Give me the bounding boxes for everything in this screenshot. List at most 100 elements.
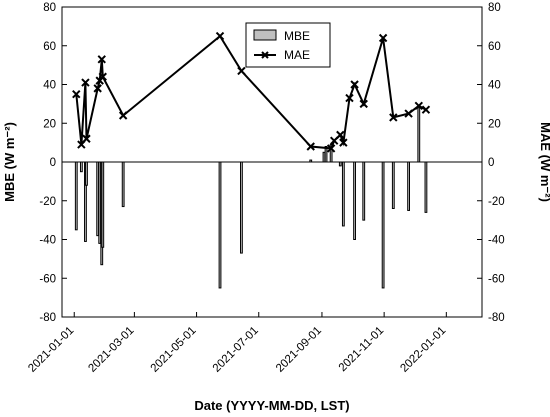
- mae-marker-stroke: [72, 89, 81, 99]
- x-tick-label: 2021-05-01: [149, 325, 199, 375]
- mae-marker-stroke: [326, 144, 336, 153]
- mae-marker-stroke: [118, 111, 128, 120]
- right-axis-title: MAE (W m⁻²): [538, 122, 550, 202]
- mae-marker-stroke: [237, 66, 246, 76]
- left-tick-label: -80: [39, 312, 56, 324]
- mae-marker: [339, 138, 348, 147]
- mae-marker-stroke: [329, 136, 339, 145]
- mae-marker-stroke: [81, 78, 90, 87]
- right-tick-label: 20: [488, 118, 501, 130]
- mbe-bar: [121, 161, 125, 208]
- mbe-bars: [74, 107, 428, 289]
- mae-line: [75, 34, 427, 150]
- right-tick-label: -40: [488, 235, 505, 247]
- mbe-bar: [341, 161, 345, 227]
- x-tick-label: 2021-01-01: [26, 325, 76, 375]
- mae-marker-stroke: [404, 109, 413, 118]
- mae-marker-stroke: [97, 55, 106, 64]
- mae-markers: [72, 31, 431, 153]
- mae-marker-stroke: [306, 142, 315, 151]
- x-tick-label: 2021-03-01: [86, 325, 136, 375]
- mbe-bar: [85, 161, 88, 186]
- mae-marker-stroke: [350, 80, 359, 89]
- right-tick-label: -60: [488, 273, 505, 285]
- mbe-bar: [381, 161, 385, 289]
- mae-marker: [215, 31, 225, 41]
- mae-marker: [98, 72, 107, 81]
- right-axis: -80 -60 -40 -20 0 20 40 60 80: [477, 2, 505, 324]
- left-tick-label: 80: [43, 2, 56, 14]
- left-axis-title: MBE (W m⁻²): [2, 122, 17, 202]
- mae-marker-stroke: [414, 101, 424, 111]
- mae-marker: [350, 80, 359, 89]
- mae-marker: [404, 109, 413, 118]
- mae-marker-stroke: [93, 84, 102, 93]
- mae-marker-stroke: [389, 113, 398, 122]
- left-tick-label: 0: [50, 157, 56, 169]
- right-tick-label: -20: [488, 196, 505, 208]
- mbe-bar: [79, 161, 83, 173]
- mae-marker: [329, 136, 339, 145]
- mbe-bar: [353, 161, 356, 240]
- legend-mae-label: MAE: [284, 48, 310, 62]
- x-tick-label: 2021-09-01: [274, 325, 324, 375]
- mae-marker-stroke: [336, 130, 345, 140]
- mae-marker: [306, 142, 315, 151]
- mae-marker-stroke: [421, 105, 431, 114]
- mae-marker: [389, 113, 398, 122]
- mae-marker: [97, 55, 106, 64]
- mae-marker: [378, 33, 388, 43]
- mae-marker-stroke: [359, 99, 368, 109]
- legend-mae-marker-icon: [261, 51, 269, 59]
- x-axis-title: Date (YYYY-MM-DD, LST): [194, 398, 349, 413]
- mbe-bar: [96, 161, 100, 237]
- mbe-bar: [98, 161, 102, 244]
- mbe-bar: [362, 161, 366, 221]
- legend-mbe-label: MBE: [284, 29, 310, 43]
- mae-marker: [93, 84, 102, 93]
- mae-marker: [345, 93, 354, 103]
- x-tick-label: 2022-01-01: [398, 325, 448, 375]
- left-tick-label: 20: [43, 118, 56, 130]
- left-tick-label: -20: [39, 196, 56, 208]
- mbe-bar: [101, 161, 105, 248]
- mbe-bar: [309, 159, 313, 163]
- mae-marker-stroke: [345, 93, 354, 103]
- x-tick-label: 2021-11-01: [337, 325, 386, 374]
- right-tick-label: 80: [488, 2, 501, 14]
- x-tick-label: 2021-07-01: [211, 325, 261, 375]
- mbe-bar: [74, 161, 78, 231]
- mae-marker-stroke: [98, 72, 107, 81]
- x-axis: 2021-01-01 2021-03-01 2021-05-01 2021-07-01…: [26, 312, 448, 375]
- left-tick-label: -60: [39, 273, 56, 285]
- right-tick-label: 60: [488, 41, 501, 53]
- left-axis: -80 -60 -40 -20 0 20 40 60 80: [39, 2, 67, 324]
- left-tick-label: -40: [39, 235, 56, 247]
- mae-marker-stroke: [215, 31, 225, 41]
- right-tick-label: 0: [488, 157, 494, 169]
- mbe-bar: [407, 161, 411, 211]
- mae-marker: [118, 111, 128, 120]
- mbe-bar: [424, 161, 428, 213]
- mae-marker: [336, 130, 345, 140]
- mae-marker: [82, 134, 91, 143]
- mbe-bar: [338, 161, 342, 167]
- mae-marker: [414, 101, 424, 111]
- mae-marker: [72, 89, 81, 99]
- mbe-bar: [324, 146, 328, 163]
- mae-marker: [421, 105, 431, 114]
- mae-marker: [81, 78, 90, 87]
- mbe-bar: [218, 161, 222, 289]
- mbe-bar: [391, 161, 395, 209]
- mae-marker: [359, 99, 368, 109]
- mbe-bar: [322, 151, 326, 163]
- mae-marker-stroke: [82, 134, 91, 143]
- mbe-bar: [417, 107, 421, 163]
- left-tick-label: 60: [43, 41, 56, 53]
- legend-mbe-swatch: [253, 29, 277, 41]
- mae-marker-stroke: [339, 138, 348, 147]
- mae-marker: [237, 66, 246, 76]
- mae-marker: [326, 144, 336, 153]
- legend: MBE MAE: [245, 22, 331, 68]
